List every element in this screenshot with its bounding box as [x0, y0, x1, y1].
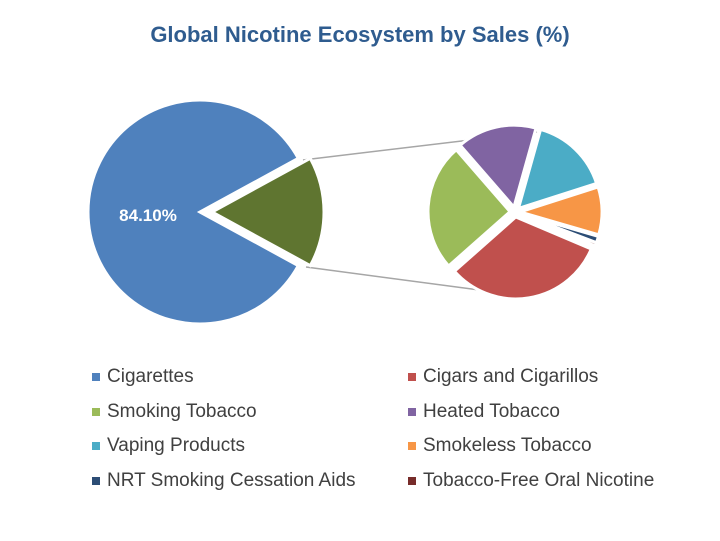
slice-heated-tobacco — [458, 123, 538, 211]
legend-item: Cigarettes — [92, 366, 194, 388]
legend-label: NRT Smoking Cessation Aids — [107, 469, 356, 491]
legend-item: Smokeless Tobacco — [408, 435, 592, 457]
slice-tobacco-free-oral-nicotine — [519, 212, 599, 248]
legend-label: Heated Tobacco — [423, 400, 560, 422]
legend-label: Smoking Tobacco — [107, 400, 257, 422]
legend-swatch — [92, 373, 100, 381]
legend-item: Smoking Tobacco — [92, 401, 257, 423]
legend-label: Cigars and Cigarillos — [423, 366, 599, 387]
legend-swatch — [92, 476, 100, 485]
legend-item: Tobacco-Free Oral Nicotine — [408, 470, 654, 492]
legend-label: Cigarettes — [107, 366, 194, 387]
legend-swatch — [408, 373, 416, 381]
legend-swatch — [92, 407, 100, 416]
data-label-cigarettes: 84.10% — [119, 206, 177, 225]
legend-label: Vaping Products — [107, 435, 246, 456]
slice-smoking-tobacco — [426, 147, 513, 269]
connector-line-2 — [305, 266, 503, 294]
legend-item: Cigars and Cigarillos — [408, 366, 598, 388]
legend-swatch — [408, 476, 416, 485]
legend-swatch — [92, 442, 100, 450]
legend-swatch — [408, 442, 416, 450]
legend-swatch — [408, 407, 416, 416]
legend-label: Tobacco-Free Oral Nicotine — [423, 469, 655, 491]
slice-cigarettes — [86, 98, 301, 326]
chart-title: Global Nicotine Ecosystem by Sales (%) — [150, 22, 570, 47]
slice-vaping-products — [516, 127, 599, 211]
legend-label: Smokeless Tobacco — [423, 435, 592, 456]
slice-other — [208, 156, 326, 268]
slice-smokeless-tobacco — [514, 185, 604, 237]
legend-item: Vaping Products — [92, 435, 245, 457]
slice-cigars-and-cigarillos — [452, 215, 594, 301]
legend-item: Heated Tobacco — [408, 401, 560, 423]
legend-item: NRT Smoking Cessation Aids — [92, 470, 356, 492]
